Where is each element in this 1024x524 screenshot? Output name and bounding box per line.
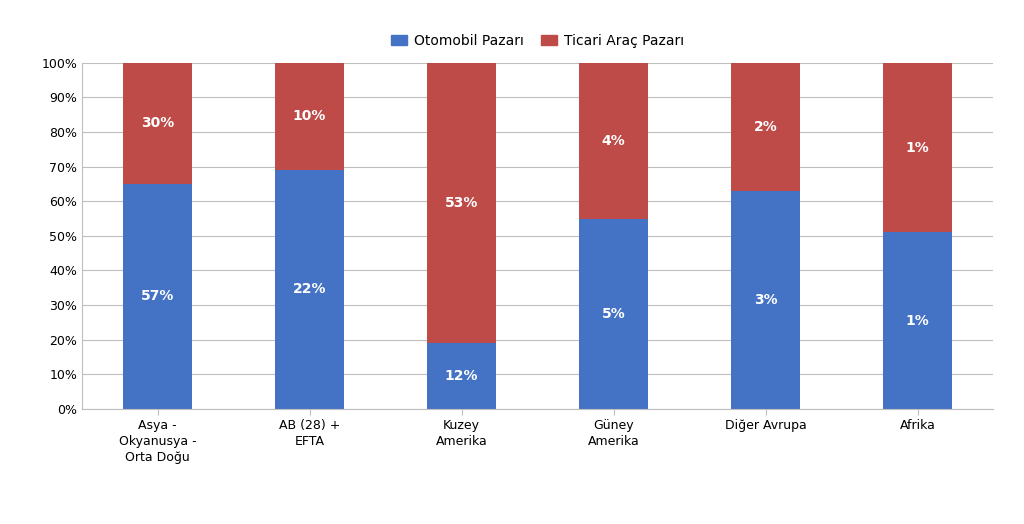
Text: 1%: 1%	[906, 313, 930, 328]
Text: 2%: 2%	[754, 120, 777, 134]
Text: 12%: 12%	[444, 369, 478, 383]
Bar	[123, 184, 191, 409]
Text: 4%: 4%	[602, 134, 626, 148]
Bar	[731, 63, 800, 191]
Legend: Otomobil Pazarı, Ticari Araç Pazarı: Otomobil Pazarı, Ticari Araç Pazarı	[385, 28, 690, 53]
Bar	[123, 63, 191, 184]
Bar	[731, 191, 800, 409]
Text: 10%: 10%	[293, 110, 327, 124]
Text: 1%: 1%	[906, 140, 930, 155]
Bar	[884, 232, 952, 409]
Text: 53%: 53%	[444, 196, 478, 210]
Text: 22%: 22%	[293, 282, 327, 297]
Text: 5%: 5%	[602, 307, 626, 321]
Bar	[275, 63, 344, 170]
Text: 3%: 3%	[754, 293, 777, 307]
Bar	[427, 343, 496, 409]
Text: 30%: 30%	[141, 116, 174, 130]
Bar	[580, 63, 648, 219]
Bar	[275, 170, 344, 409]
Bar	[427, 63, 496, 343]
Text: 57%: 57%	[141, 289, 174, 303]
Bar	[884, 63, 952, 232]
Bar	[580, 219, 648, 409]
